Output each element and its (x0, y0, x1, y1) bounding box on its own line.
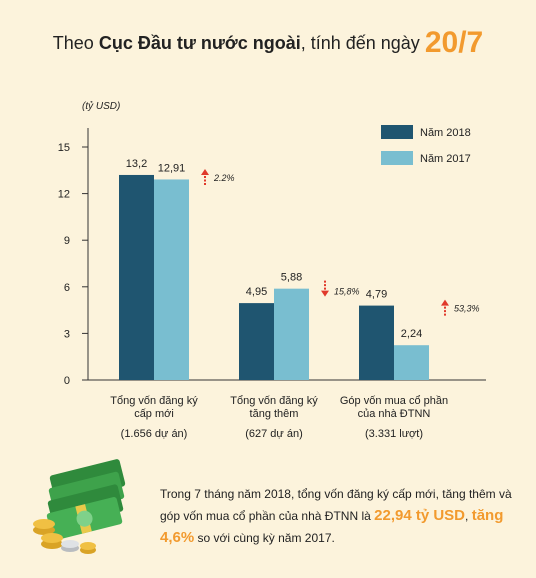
summary-part1: Trong 7 tháng năm 2018, tổng vốn đăng ký… (160, 487, 512, 523)
title-middle: , tính đến ngày (300, 33, 420, 53)
bar-chart: (tỷ USD) 0 3 6 9 12 15 13,2 4,95 4,79 12,91 5,88 2,2… (58, 100, 486, 440)
data-label: 13,2 (126, 158, 147, 170)
data-label: 2,24 (401, 328, 422, 340)
x-category-label: Tổng vốn đăng ký (230, 395, 318, 407)
y-tick-label: 12 (58, 189, 70, 201)
title-prefix: Theo (52, 33, 94, 53)
data-label: 4,79 (366, 289, 387, 301)
change-label: 2.2% (213, 173, 235, 183)
change-label: 53,3% (454, 304, 480, 314)
bar (119, 174, 154, 380)
change-label: 15,8% (334, 287, 360, 297)
summary-comma: , (465, 509, 469, 523)
summary-increase: tăng 4,6% (160, 507, 504, 546)
title-date: 20/7 (424, 26, 484, 59)
x-category-note: (3.331 lượt) (365, 428, 423, 440)
change-arrowhead-icon (201, 168, 209, 175)
legend-label: Năm 2017 (420, 153, 471, 165)
x-category-label: của nhà ĐTNN (358, 408, 431, 420)
y-tick-label: 15 (58, 142, 70, 154)
page-title: Theo Cục Đầu tư nước ngoài, tính đến ngà… (0, 26, 536, 60)
bar (274, 288, 309, 380)
x-category-note: (627 dự án) (245, 428, 303, 440)
x-category-label: Tổng vốn đăng ký (110, 395, 198, 407)
bar (239, 303, 274, 380)
y-axis-unit: (tỷ USD) (82, 100, 120, 112)
y-tick-label: 3 (64, 328, 70, 340)
change-arrowhead-icon (441, 299, 449, 306)
summary-amount: 22,94 tỷ USD (374, 507, 466, 524)
legend-swatch (381, 151, 413, 165)
title-org: Cục Đầu tư nước ngoài (98, 33, 301, 53)
summary-text: Trong 7 tháng năm 2018, tổng vốn đăng ký… (160, 484, 520, 549)
legend-label: Năm 2018 (420, 127, 471, 139)
x-category-label: Góp vốn mua cổ phần (340, 395, 448, 407)
x-category-label: tăng thêm (250, 408, 299, 420)
y-tick-label: 6 (64, 282, 70, 294)
y-tick-label: 0 (64, 375, 70, 387)
bar (359, 305, 394, 380)
x-category-label: cấp mới (134, 408, 174, 420)
data-label: 5,88 (281, 272, 302, 284)
data-label: 12,91 (158, 162, 186, 174)
bar (394, 345, 429, 380)
x-category-note: (1.656 dự án) (121, 428, 188, 440)
money-stack-illustration (33, 459, 126, 554)
change-arrowhead-icon (321, 290, 329, 297)
y-tick-label: 9 (64, 235, 70, 247)
legend-swatch (381, 125, 413, 139)
data-label: 4,95 (246, 286, 267, 298)
summary-part2: so với cùng kỳ năm 2017. (197, 531, 335, 545)
bar (154, 179, 189, 380)
